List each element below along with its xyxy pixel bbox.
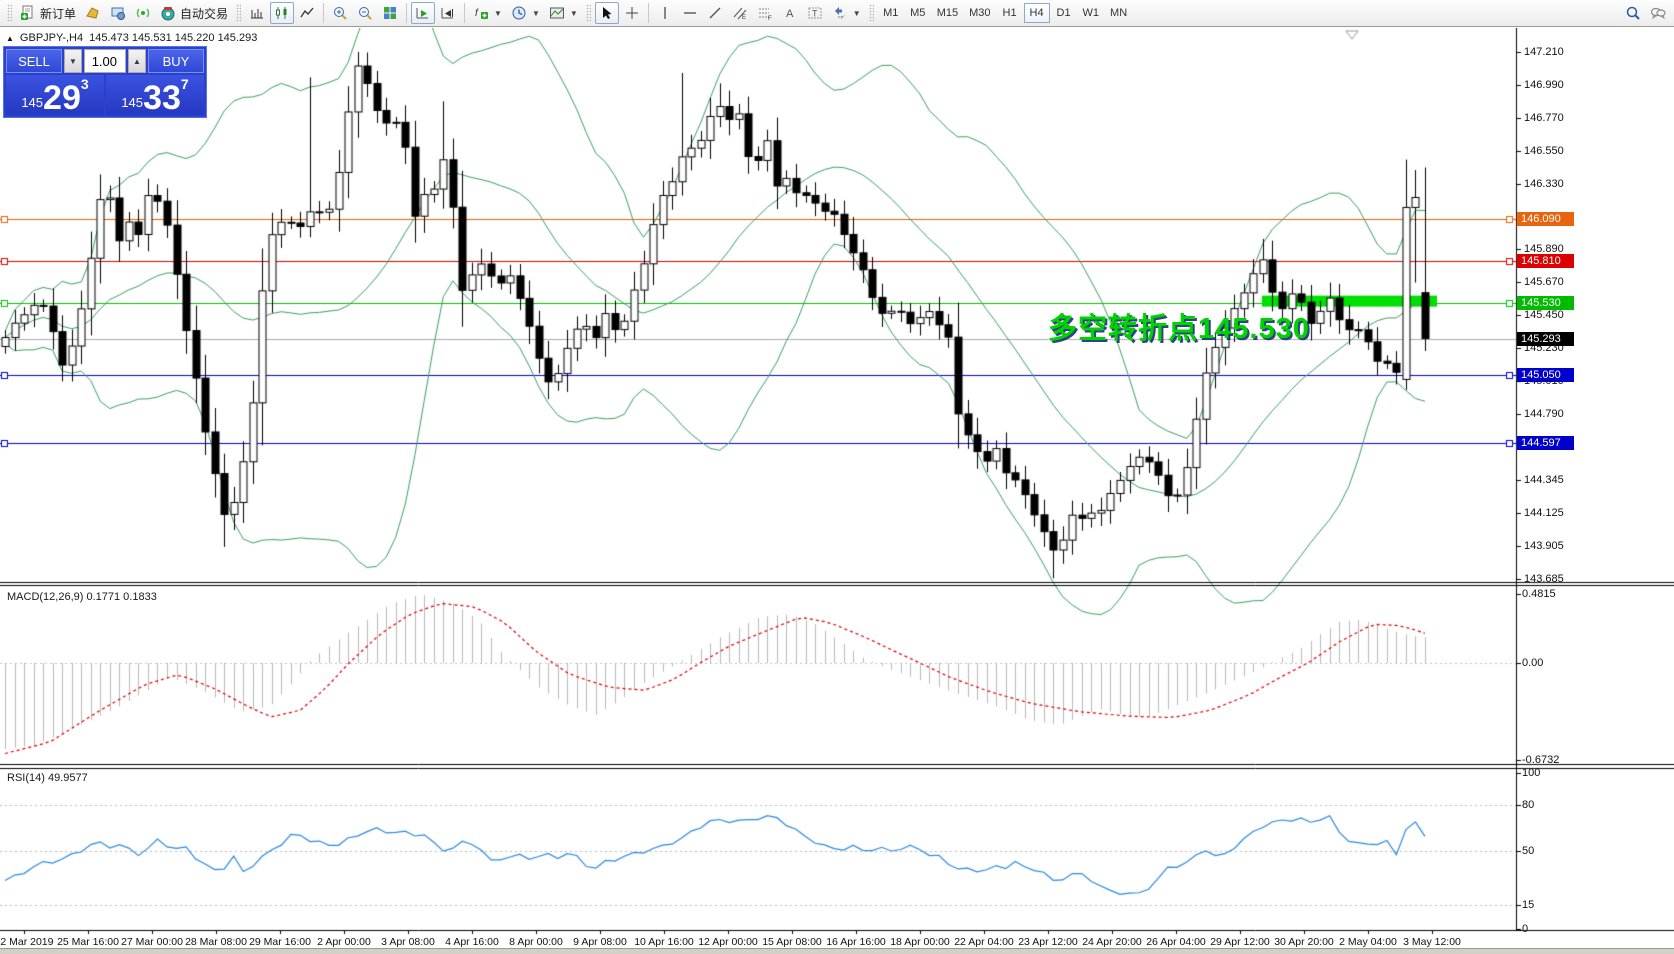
search-icon [1626, 6, 1640, 20]
profile-icon [86, 7, 99, 19]
toolbar: 新订单 自动交易 f ▼ ▼ [0, 0, 1674, 27]
volume-input[interactable]: 1.00 [84, 49, 126, 73]
one-click-trading-panel: SELL ▼ 1.00 ▲ BUY 145 29 3 145 33 7 [3, 46, 207, 118]
tile-windows-button[interactable] [378, 2, 402, 24]
channel-icon: E [733, 7, 747, 21]
indicators-icon: f [475, 8, 489, 19]
chat-button[interactable] [1646, 2, 1670, 24]
dropdown-arrow-icon: ▼ [569, 8, 578, 18]
buy-price-main: 33 [143, 79, 181, 117]
cursor-icon [602, 7, 612, 19]
horizontal-line-icon [683, 12, 696, 14]
timeframe-m15-button[interactable]: M15 [936, 7, 959, 19]
fibonacci-button[interactable]: F [753, 2, 777, 24]
toolbar-grip[interactable] [236, 4, 242, 22]
buy-price-display[interactable]: 145 33 7 [106, 75, 204, 115]
trendline-button[interactable] [703, 2, 727, 24]
timeframe-m30-button[interactable]: M30 [969, 7, 991, 19]
profile-button[interactable] [81, 2, 105, 24]
candlestick-chart-button[interactable] [270, 2, 295, 24]
sell-price-pipette: 3 [80, 76, 89, 92]
fibonacci-icon: F [758, 8, 772, 21]
cursor-button[interactable] [594, 2, 619, 24]
sell-price-display[interactable]: 145 29 3 [6, 75, 104, 115]
svg-text:A: A [786, 8, 794, 20]
volume-decrease-button[interactable]: ▼ [64, 49, 82, 73]
svg-text:E: E [742, 15, 746, 21]
text-label-button[interactable]: T [803, 2, 827, 24]
candlestick-chart-icon [276, 7, 287, 19]
zoom-out-icon [359, 7, 372, 20]
text-icon: A [786, 8, 794, 20]
autotrading-label: 自动交易 [180, 6, 229, 21]
data-window-icon [111, 7, 126, 20]
chart-shift-icon [441, 8, 454, 19]
sell-price-main: 29 [43, 79, 81, 117]
svg-text:f: f [475, 8, 479, 19]
trendline-icon [709, 7, 721, 19]
timeframe-mn-button[interactable]: MN [1110, 7, 1128, 19]
bar-chart-icon [251, 9, 264, 19]
zoom-in-icon [334, 7, 347, 20]
text-label-icon: T [808, 7, 822, 19]
svg-text:F: F [768, 16, 772, 21]
autotrading-button[interactable]: 自动交易 [156, 2, 232, 24]
auto-scroll-button[interactable] [411, 2, 436, 24]
crosshair-icon [625, 7, 638, 19]
sell-button[interactable]: SELL [6, 49, 62, 73]
auto-scroll-icon [416, 8, 429, 19]
crosshair-button[interactable] [620, 2, 644, 24]
vertical-line-button[interactable] [653, 2, 677, 24]
horizontal-line-button[interactable] [678, 2, 702, 24]
signals-icon [136, 8, 150, 18]
timeframe-w1-button[interactable]: W1 [1082, 7, 1100, 19]
buy-button[interactable]: BUY [148, 49, 204, 73]
templates-icon [549, 7, 564, 19]
timeframe-d1-button[interactable]: D1 [1056, 7, 1071, 19]
zoom-out-button[interactable] [353, 2, 377, 24]
dropdown-arrow-icon: ▼ [531, 8, 540, 18]
new-order-button[interactable]: 新订单 [16, 2, 80, 24]
templates-button[interactable]: ▼ [545, 2, 582, 24]
arrows-icon [834, 7, 845, 19]
clock-icon [512, 6, 526, 20]
toolbar-grip[interactable] [585, 4, 591, 22]
vertical-line-icon [664, 7, 666, 19]
toolbar-grip[interactable] [868, 4, 874, 22]
data-window-button[interactable] [106, 2, 130, 24]
buy-price-prefix: 145 [121, 95, 144, 110]
sell-price-prefix: 145 [21, 95, 44, 110]
volume-increase-button[interactable]: ▲ [128, 49, 146, 73]
timeframe-m5-button[interactable]: M5 [910, 7, 926, 19]
line-chart-icon [300, 7, 314, 18]
dropdown-arrow-icon: ▼ [494, 8, 502, 18]
chat-icon [1650, 7, 1666, 20]
chart-canvas[interactable] [0, 28, 1674, 954]
signals-button[interactable] [131, 2, 155, 24]
chart-shift-button[interactable] [436, 2, 460, 24]
arrows-button[interactable]: ▼ [828, 2, 865, 24]
zoom-in-button[interactable] [328, 2, 352, 24]
svg-text:T: T [812, 9, 818, 19]
search-button[interactable] [1621, 2, 1645, 24]
timeframe-h1-button[interactable]: H1 [1002, 7, 1017, 19]
new-order-icon [21, 5, 33, 20]
indicators-button[interactable]: f ▼ [469, 2, 506, 24]
tile-windows-icon [384, 7, 397, 19]
timeframe-m1-button[interactable]: M1 [883, 7, 899, 19]
chart-window: ▲ GBPJPY-,H4 145.473 145.531 145.220 145… [0, 28, 1674, 954]
text-button[interactable]: A [778, 2, 802, 24]
bar-chart-button[interactable] [245, 2, 269, 24]
channel-button[interactable]: E [728, 2, 752, 24]
timeframe-h4-button[interactable]: H4 [1023, 3, 1050, 23]
buy-price-pipette: 7 [180, 76, 189, 92]
toolbar-grip[interactable] [7, 4, 12, 22]
dropdown-arrow-icon: ▼ [852, 8, 861, 18]
autotrading-icon [161, 7, 175, 21]
new-order-label: 新订单 [40, 6, 77, 21]
periods-button[interactable]: ▼ [507, 2, 544, 24]
line-chart-button[interactable] [295, 2, 319, 24]
